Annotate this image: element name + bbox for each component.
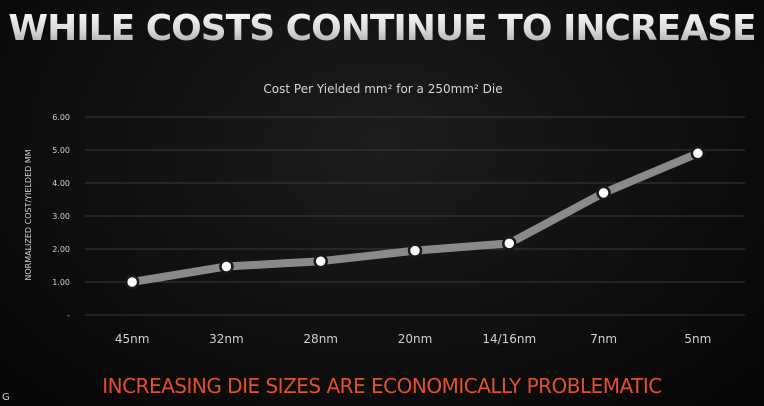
x-tick-label: 7nm [590, 332, 617, 346]
y-tick-label: 6.00 [52, 113, 70, 122]
y-tick-label: 4.00 [52, 179, 70, 188]
y-tick-label: - [67, 311, 70, 320]
subtitle-banner: INCREASING DIE SIZES ARE ECONOMICALLY PR… [102, 374, 662, 398]
corner-glyph: G [2, 392, 10, 403]
x-tick-label: 28nm [303, 332, 338, 346]
y-tick-label: 5.00 [52, 146, 70, 155]
data-point [690, 146, 706, 161]
y-tick-label: 2.00 [52, 245, 70, 254]
data-point [407, 243, 423, 258]
x-tick-label: 5nm [684, 332, 711, 346]
data-point [313, 253, 328, 269]
x-tick-label: 45nm [115, 332, 150, 346]
data-point [219, 259, 234, 274]
data-point [596, 185, 611, 201]
x-tick-label: 32nm [209, 332, 244, 346]
y-tick-labels: - 1.00 2.00 3.00 4.00 5.00 6.00 [52, 113, 70, 320]
y-tick-label: 3.00 [52, 212, 70, 221]
series-line [128, 149, 702, 286]
y-tick-label: 1.00 [52, 278, 70, 287]
grid-lines [85, 116, 745, 316]
data-points [124, 146, 706, 290]
chart-title: Cost Per Yielded mm² for a 250mm² Die [263, 82, 502, 96]
data-point [502, 236, 517, 251]
x-tick-label: 20nm [398, 332, 433, 346]
data-point [124, 274, 140, 290]
headline: WHILE COSTS CONTINUE TO INCREASE [0, 8, 764, 49]
x-tick-label: 14/16nm [482, 332, 536, 346]
y-axis-label: NORMALIZED COST/YIELDED MM [24, 149, 33, 280]
x-tick-labels: 45nm 32nm 28nm 20nm 14/16nm 7nm 5nm [115, 332, 711, 346]
series-line-group [128, 149, 702, 286]
